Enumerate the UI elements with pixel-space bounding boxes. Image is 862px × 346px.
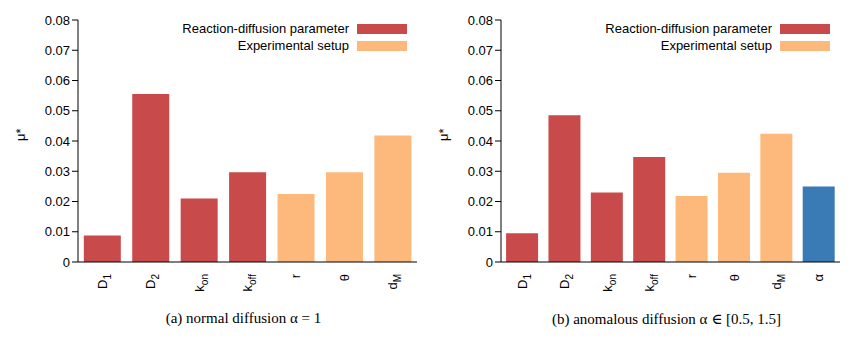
svg-text:0.03: 0.03 (468, 164, 493, 179)
svg-text:0.07: 0.07 (468, 43, 493, 58)
svg-text:D2: D2 (557, 274, 575, 289)
svg-text:kon: kon (599, 274, 617, 292)
svg-text:0.05: 0.05 (45, 103, 70, 118)
html-text:(b) anomalous diffusion α ∈ [0: (b) anomalous diffusion α ∈ [0.5, 1.5] (552, 311, 781, 327)
svg-text:θ: θ (337, 274, 352, 281)
svg-text:r: r (684, 273, 699, 278)
svg-text:dM: dM (385, 274, 403, 290)
svg-text:D1: D1 (515, 274, 533, 289)
svg-text:0.04: 0.04 (468, 134, 493, 149)
svg-text:α: α (811, 274, 826, 282)
svg-text:0.08: 0.08 (45, 13, 70, 28)
svg-text:D1: D1 (95, 274, 113, 289)
svg-text:0: 0 (486, 255, 493, 270)
svg-text:0.02: 0.02 (468, 194, 493, 209)
svg-text:0: 0 (63, 255, 70, 270)
svg-text:θ: θ (727, 274, 742, 281)
svg-text:0.05: 0.05 (468, 103, 493, 118)
svg-text:r: r (288, 273, 303, 278)
svg-text:0.06: 0.06 (468, 73, 493, 88)
svg-text:D2: D2 (143, 274, 161, 289)
svg-text:μ*: μ* (13, 128, 28, 141)
svg-text:μ*: μ* (436, 128, 451, 141)
svg-text:0.03: 0.03 (45, 164, 70, 179)
html-text:Reaction-diffusion parameter: Reaction-diffusion parameter (182, 21, 349, 36)
svg-text:0.01: 0.01 (468, 224, 493, 239)
svg-text:0.07: 0.07 (45, 43, 70, 58)
svg-text:kon: kon (192, 274, 210, 292)
html-text:(a) normal diffusion α = 1: (a) normal diffusion α = 1 (165, 310, 322, 326)
svg-text:0.04: 0.04 (45, 134, 70, 149)
svg-text:koff: koff (642, 274, 660, 292)
svg-text:dM: dM (769, 274, 787, 290)
svg-text:0.08: 0.08 (468, 13, 493, 28)
svg-text:0.01: 0.01 (45, 224, 70, 239)
html-text:Experimental setup: Experimental setup (237, 38, 349, 53)
html-text:Reaction-diffusion parameter: Reaction-diffusion parameter (605, 21, 772, 36)
html-text:Experimental setup: Experimental setup (660, 38, 772, 53)
svg-text:0.02: 0.02 (45, 194, 70, 209)
svg-text:0.06: 0.06 (45, 73, 70, 88)
svg-text:koff: koff (240, 274, 258, 292)
